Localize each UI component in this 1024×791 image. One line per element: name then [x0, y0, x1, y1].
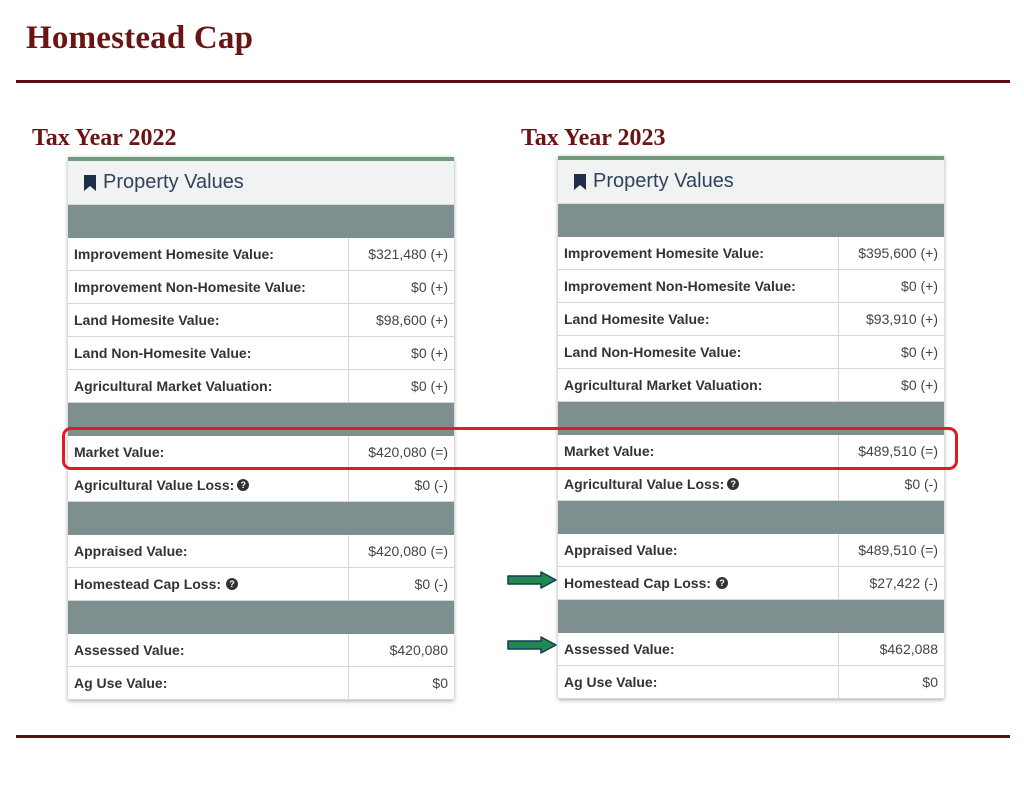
table-row: Ag Use Value: $0 [68, 667, 454, 700]
row-value: $0 (+) [411, 345, 448, 361]
table-row: Land Homesite Value: $98,600 (+) [68, 304, 454, 337]
section-band [68, 205, 454, 238]
row-label: Homestead Cap Loss:? [68, 568, 349, 600]
row-value: $27,422 (-) [869, 575, 938, 591]
row-label: Assessed Value: [68, 634, 349, 666]
row-label: Agricultural Value Loss:? [558, 468, 839, 500]
row-label: Agricultural Market Valuation: [68, 370, 349, 402]
table-row: Land Non-Homesite Value: $0 (+) [68, 337, 454, 370]
table-row: Assessed Value: $420,080 [68, 634, 454, 667]
right-arrow-icon [507, 636, 557, 654]
footer-divider [16, 735, 1010, 738]
row-label: Appraised Value: [68, 535, 349, 567]
row-value: $0 (-) [414, 576, 448, 592]
title-divider [16, 80, 1010, 83]
row-value: $98,600 (+) [376, 312, 448, 328]
row-label-text: Agricultural Value Loss: [564, 476, 725, 492]
panel-title: Property Values [593, 170, 734, 192]
row-label: Land Non-Homesite Value: [558, 336, 839, 368]
table-row: Assessed Value: $462,088 [558, 633, 944, 666]
row-value: $0 [432, 675, 448, 691]
table-row: Appraised Value: $420,080 (=) [68, 535, 454, 568]
table-row: Agricultural Market Valuation: $0 (+) [68, 370, 454, 403]
table-row: Homestead Cap Loss:? $27,422 (-) [558, 567, 944, 600]
row-value: $420,080 (=) [368, 444, 448, 460]
section-band [558, 204, 944, 237]
table-row: Improvement Non-Homesite Value: $0 (+) [558, 270, 944, 303]
row-label: Improvement Homesite Value: [558, 237, 839, 269]
row-label: Market Value: [68, 436, 349, 468]
row-label: Assessed Value: [558, 633, 839, 665]
bookmark-icon [84, 174, 96, 191]
row-label-text: Agricultural Value Loss: [74, 477, 235, 493]
table-row: Improvement Non-Homesite Value: $0 (+) [68, 271, 454, 304]
section-band [558, 501, 944, 534]
row-value: $489,510 (=) [858, 443, 938, 459]
table-row: Appraised Value: $489,510 (=) [558, 534, 944, 567]
panel-header: Property Values [68, 161, 454, 205]
table-row: Improvement Homesite Value: $321,480 (+) [68, 238, 454, 271]
table-row: Agricultural Value Loss:? $0 (-) [68, 469, 454, 502]
row-value: $0 (+) [411, 378, 448, 394]
bookmark-icon [574, 173, 586, 190]
question-circle-icon[interactable]: ? [716, 577, 729, 589]
table-row: Homestead Cap Loss:? $0 (-) [68, 568, 454, 601]
table-row: Land Non-Homesite Value: $0 (+) [558, 336, 944, 369]
section-band [68, 601, 454, 634]
table-row: Ag Use Value: $0 [558, 666, 944, 699]
row-label: Agricultural Market Valuation: [558, 369, 839, 401]
row-value: $93,910 (+) [866, 311, 938, 327]
question-circle-icon[interactable]: ? [226, 578, 239, 590]
panel-header: Property Values [558, 160, 944, 204]
row-value: $0 (-) [414, 477, 448, 493]
table-row: Land Homesite Value: $93,910 (+) [558, 303, 944, 336]
row-label-text: Homestead Cap Loss: [564, 575, 712, 591]
right-arrow-icon [507, 571, 557, 589]
row-value: $0 [922, 674, 938, 690]
row-label-text: Homestead Cap Loss: [74, 576, 222, 592]
row-label: Improvement Homesite Value: [68, 238, 349, 270]
section-band [68, 403, 454, 436]
row-label: Land Homesite Value: [68, 304, 349, 336]
row-value: $462,088 [879, 641, 938, 657]
row-value: $0 (+) [901, 278, 938, 294]
question-circle-icon[interactable]: ? [727, 478, 740, 490]
year-label-2023: Tax Year 2023 [521, 125, 666, 151]
table-row: Market Value: $420,080 (=) [68, 436, 454, 469]
row-label: Ag Use Value: [68, 667, 349, 699]
question-circle-icon[interactable]: ? [237, 479, 250, 491]
row-label: Ag Use Value: [558, 666, 839, 698]
row-value: $489,510 (=) [858, 542, 938, 558]
row-label: Agricultural Value Loss:? [68, 469, 349, 501]
panel-title: Property Values [103, 171, 244, 193]
row-label: Improvement Non-Homesite Value: [558, 270, 839, 302]
table-row: Agricultural Value Loss:? $0 (-) [558, 468, 944, 501]
row-value: $0 (+) [901, 344, 938, 360]
row-value: $0 (+) [411, 279, 448, 295]
table-row: Improvement Homesite Value: $395,600 (+) [558, 237, 944, 270]
row-value: $0 (+) [901, 377, 938, 393]
section-band [558, 600, 944, 633]
row-label: Market Value: [558, 435, 839, 467]
row-value: $420,080 (=) [368, 543, 448, 559]
row-label: Land Homesite Value: [558, 303, 839, 335]
row-value: $420,080 [389, 642, 448, 658]
table-row: Agricultural Market Valuation: $0 (+) [558, 369, 944, 402]
row-value: $0 (-) [904, 476, 938, 492]
section-band [68, 502, 454, 535]
row-label: Improvement Non-Homesite Value: [68, 271, 349, 303]
row-label: Appraised Value: [558, 534, 839, 566]
row-value: $395,600 (+) [858, 245, 938, 261]
row-label: Homestead Cap Loss:? [558, 567, 839, 599]
year-label-2022: Tax Year 2022 [32, 125, 177, 151]
row-label: Land Non-Homesite Value: [68, 337, 349, 369]
page-title: Homestead Cap [26, 20, 254, 56]
row-value: $321,480 (+) [368, 246, 448, 262]
market-value-highlight [62, 427, 958, 470]
